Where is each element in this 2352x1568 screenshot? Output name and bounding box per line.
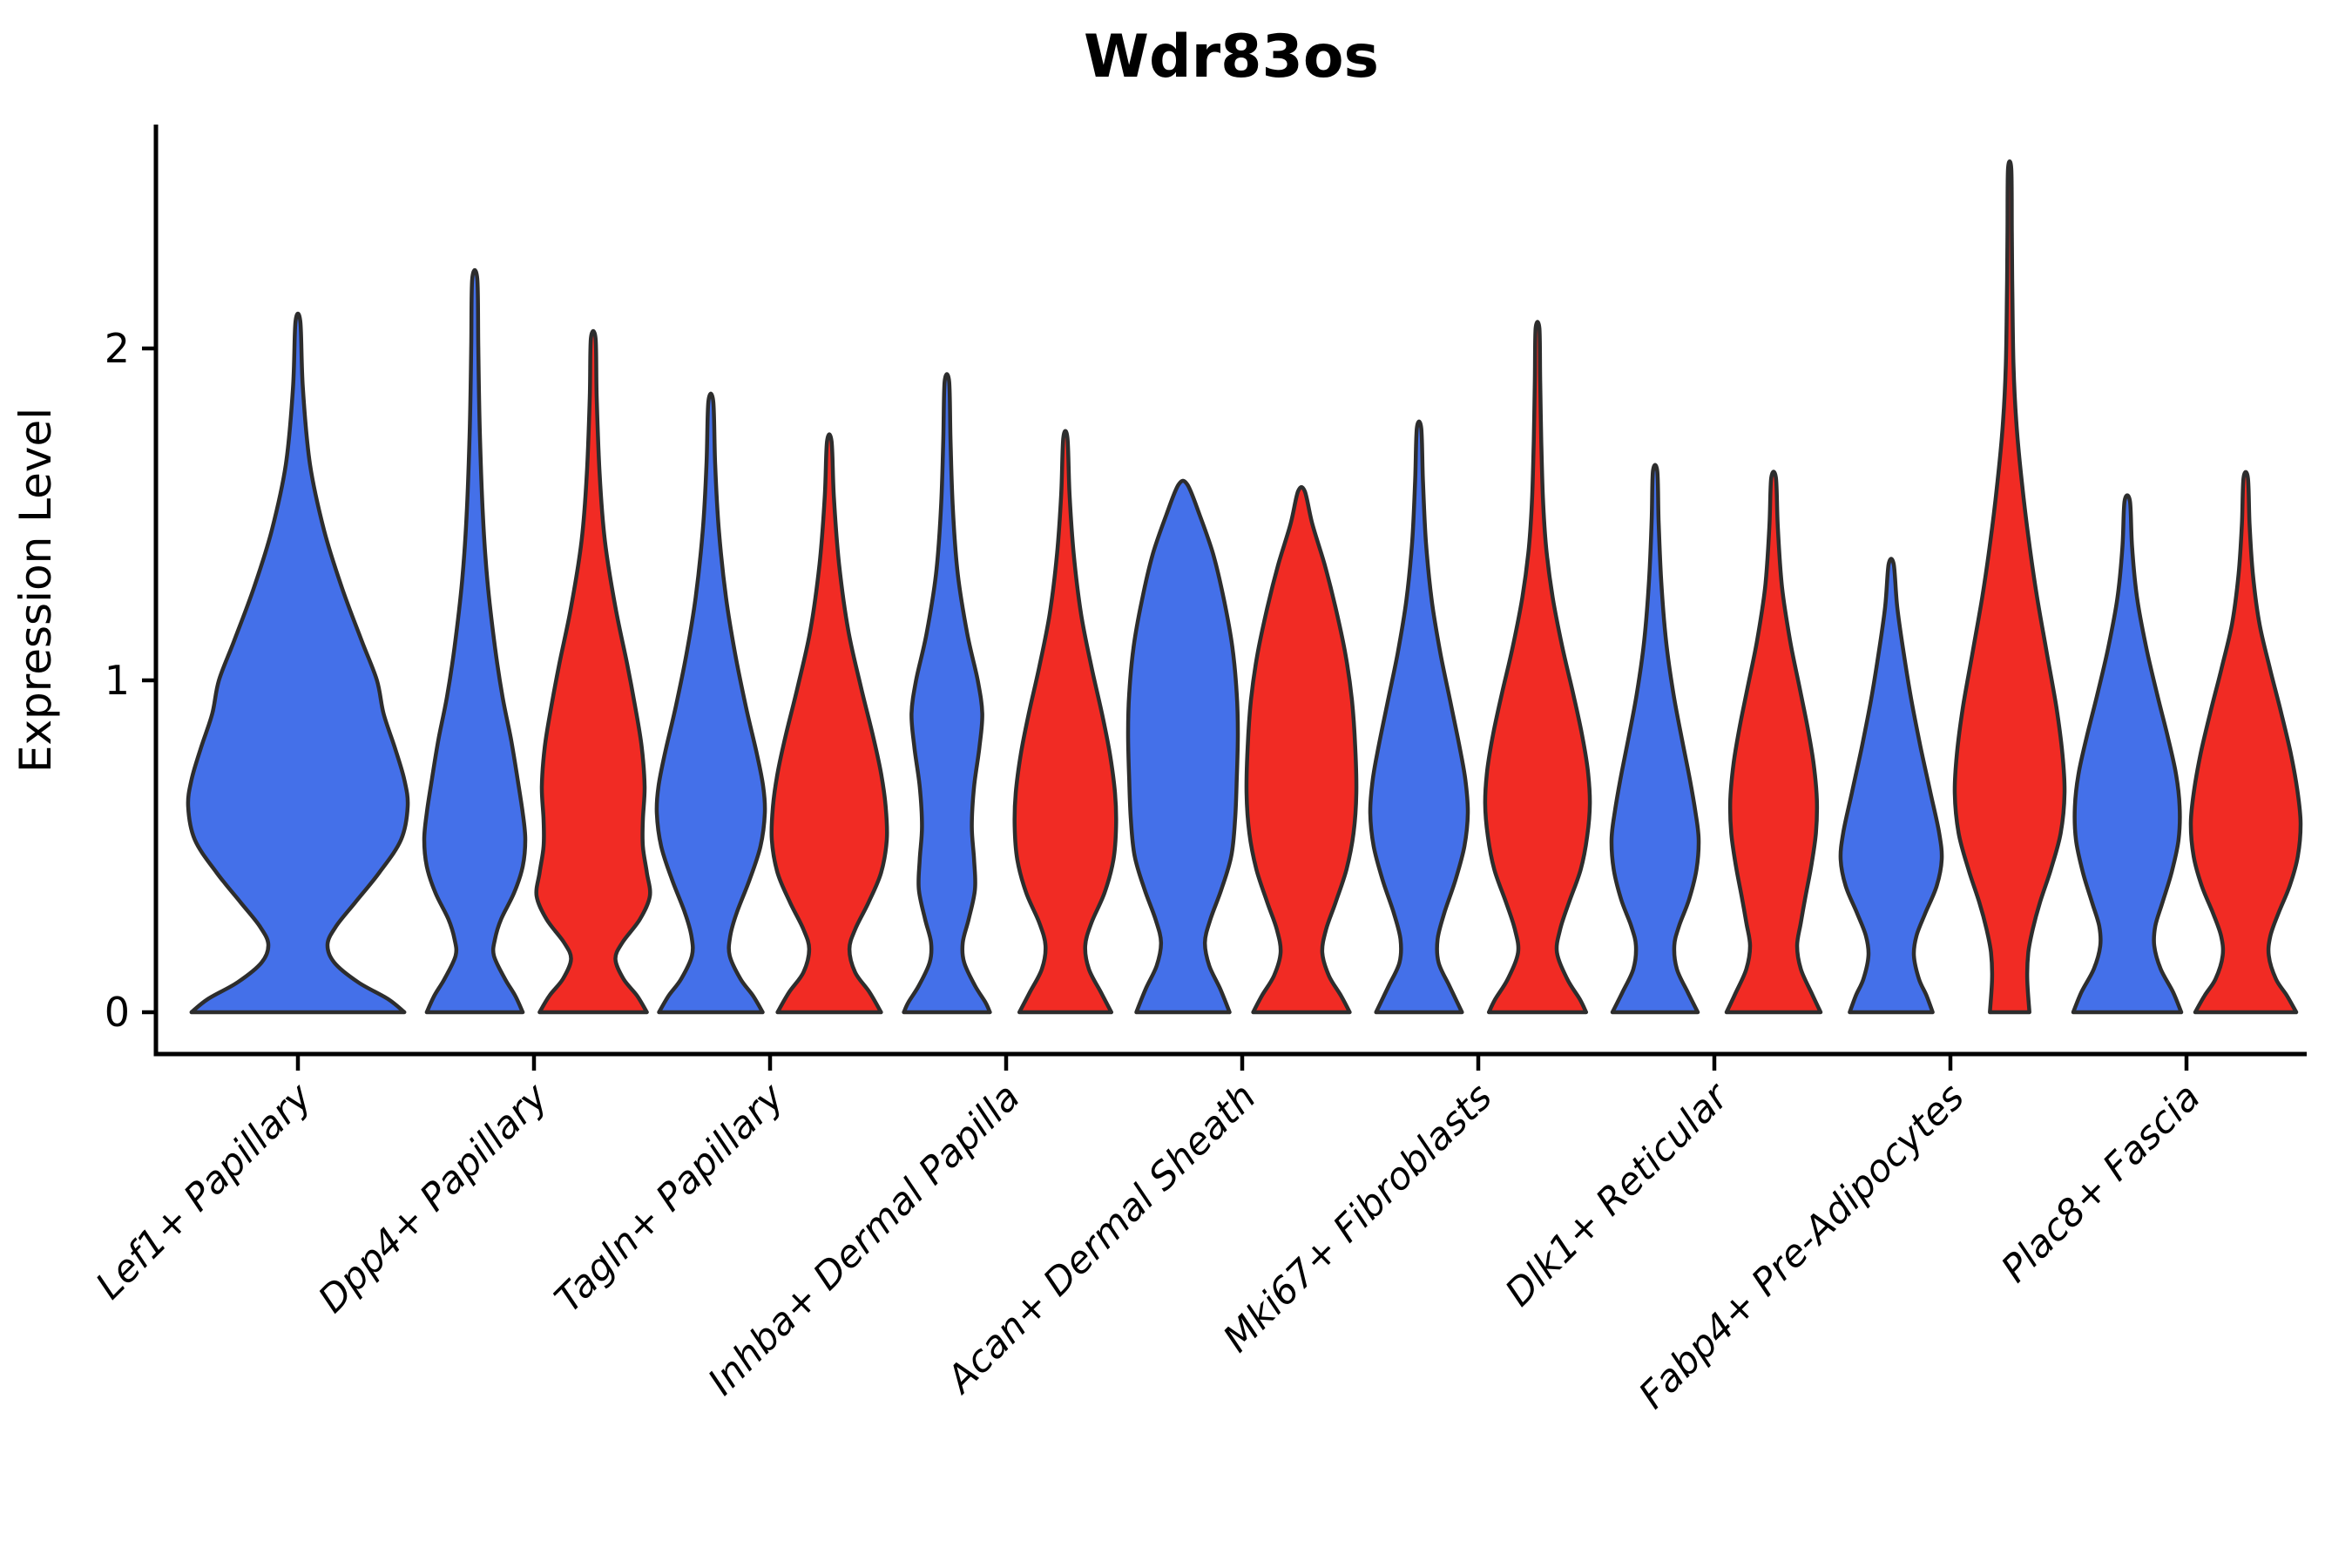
x-tick-label-8: Plac8+ Fascia <box>1993 1075 2209 1291</box>
y-tick-label-1: 1 <box>105 657 130 704</box>
violin-blue-dlk1-reticular <box>1609 463 1701 1015</box>
y-tick-label-0: 0 <box>105 989 130 1036</box>
violin-blue-tagln-papillary <box>654 391 767 1015</box>
violin-blue-fabp4-pre-adipocytes <box>1838 557 1944 1015</box>
x-tick-label-0: Lef1+ Papillary <box>88 1075 321 1308</box>
chart-title: Wdr83os <box>1084 23 1379 91</box>
violin-blue-lef1-papillary <box>186 311 410 1015</box>
x-tick-label-5: Mki67+ Fibroblasts <box>1215 1075 1501 1361</box>
y-axis-label: Expression Level <box>10 408 61 773</box>
violin-blue-mki67-fibroblasts <box>1368 419 1470 1015</box>
violin-red-acan-dermal-sheath <box>1244 484 1359 1015</box>
violin-red-tagln-papillary <box>769 432 889 1015</box>
x-tick-label-1: Dpp4+ Papillary <box>310 1075 557 1321</box>
violin-red-dpp4-papillary <box>534 328 652 1015</box>
y-tick-label-2: 2 <box>105 325 130 372</box>
violin-red-fabp4-pre-adipocytes <box>1952 159 2067 1015</box>
x-tick-label-6: Dlk1+ Reticular <box>1497 1074 1739 1315</box>
violin-red-dlk1-reticular <box>1724 470 1823 1015</box>
violin-blue-acan-dermal-sheath <box>1125 478 1240 1015</box>
violin-blue-inhba-dermal-papilla <box>902 372 992 1015</box>
violin-blue-plac8-fascia <box>2071 493 2184 1015</box>
violin-red-mki67-fibroblasts <box>1483 320 1592 1015</box>
violin-red-inhba-dermal-papilla <box>1012 429 1119 1015</box>
violin-blue-dpp4-papillary <box>422 267 528 1015</box>
violin-red-plac8-fascia <box>2188 470 2303 1015</box>
x-tick-label-2: Tagln+ Papillary <box>547 1075 794 1321</box>
